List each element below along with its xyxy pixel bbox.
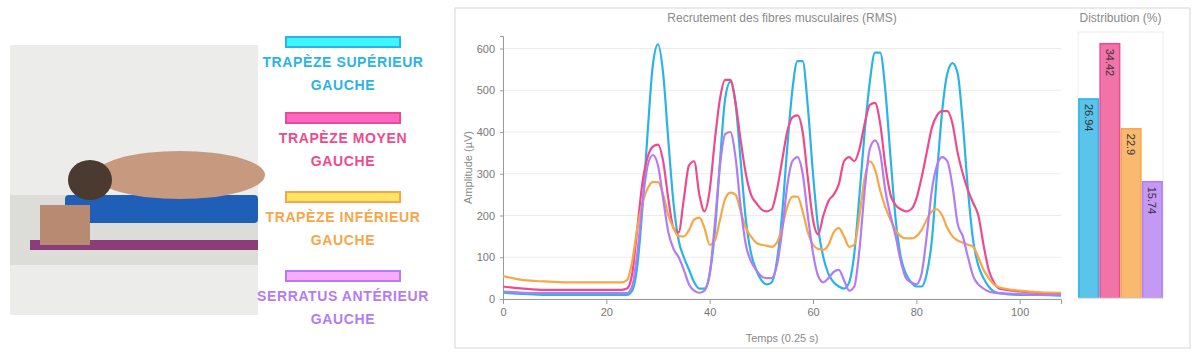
legend-swatch — [286, 37, 400, 47]
grid-line — [503, 90, 1061, 91]
tick: 60 — [807, 299, 819, 318]
tick-mark — [500, 299, 503, 300]
tick-label: 60 — [807, 306, 819, 318]
legend-item: TRAPÈZE MOYENGAUCHE — [279, 113, 407, 169]
data-label: 26.94 — [1083, 104, 1095, 132]
legend-label: TRAPÈZE MOYENGAUCHE — [279, 130, 407, 169]
axis-line — [1078, 298, 1163, 299]
legend-item: TRAPÈZE SUPÉRIEURGAUCHE — [262, 37, 423, 93]
bar — [1143, 182, 1163, 298]
tick-mark — [500, 174, 503, 175]
legend-swatch — [286, 271, 400, 281]
legend-swatch — [286, 113, 400, 123]
photo-wall — [10, 195, 258, 265]
chart-title: Recrutement des fibres musculaires (RMS) — [667, 11, 896, 25]
legend-label: SERRATUS ANTÉRIEURGAUCHE — [257, 288, 429, 327]
series-line — [503, 132, 1061, 295]
data-label: 34.42 — [1104, 49, 1116, 77]
legend: TRAPÈZE SUPÉRIEURGAUCHE TRAPÈZE MOYENGAUC… — [257, 37, 429, 327]
tick-label: 200 — [477, 210, 495, 222]
bar-chart: 26.94 34.42 22.9 15.74 Distribution (%) — [1078, 11, 1163, 298]
series-line — [503, 44, 1061, 295]
tick-label: 20 — [601, 306, 613, 318]
plot-area — [503, 44, 1061, 295]
plot-area — [1079, 44, 1162, 298]
photo — [10, 45, 265, 315]
y-axis-title: Amplitude (µV) — [462, 131, 474, 204]
photo-head — [68, 160, 112, 200]
tick: 500 — [477, 84, 503, 96]
plot-frame — [1078, 32, 1163, 298]
tick: 40 — [704, 299, 716, 318]
panel-frame — [455, 8, 1190, 348]
legend-label: TRAPÈZE SUPÉRIEURGAUCHE — [262, 54, 423, 93]
tick-label: 0 — [489, 293, 495, 305]
legend-swatch — [286, 192, 400, 202]
legend-item: TRAPÈZE INFÉRIEURGAUCHE — [266, 192, 421, 248]
bar — [1079, 99, 1099, 298]
tick: 20 — [601, 299, 613, 318]
tick-label: 80 — [911, 306, 923, 318]
data-label: 15.74 — [1146, 187, 1158, 215]
tick-label: 500 — [477, 84, 495, 96]
line-chart: 0 20 40 60 80 100 0 100 200 300 400 500 600 Recruteme… — [462, 11, 1062, 344]
bar — [1100, 44, 1120, 298]
photo-arm — [40, 205, 90, 245]
tick-label: 0 — [500, 306, 506, 318]
chart-title: Distribution (%) — [1079, 11, 1161, 25]
tick: 300 — [477, 168, 503, 180]
tick: 100 — [477, 251, 503, 263]
tick-mark — [606, 299, 607, 304]
tick-label: 300 — [477, 168, 495, 180]
series-line — [503, 80, 1061, 294]
grid-line — [503, 173, 1061, 174]
data-label: 22.9 — [1125, 134, 1137, 155]
axis-xticks: 0 20 40 60 80 100 — [500, 299, 1061, 318]
x-axis-title: Temps (0.25 s) — [746, 332, 819, 344]
bar — [1121, 129, 1141, 298]
axis-line — [504, 300, 1062, 305]
tick-label: 100 — [1011, 306, 1029, 318]
axis-yticks: 0 100 200 300 400 500 600 — [477, 37, 504, 306]
canvas: 0 20 40 60 80 100 0 100 200 300 400 500 600 Recruteme… — [0, 0, 1200, 361]
legend-item: SERRATUS ANTÉRIEURGAUCHE — [257, 271, 429, 327]
tick-mark — [813, 299, 814, 304]
tick: 0 — [489, 293, 503, 305]
tick: 0 — [500, 299, 506, 318]
axis-line — [500, 37, 504, 300]
tick-label: 100 — [477, 251, 495, 263]
tick-label: 400 — [477, 126, 495, 138]
tick: 200 — [477, 210, 503, 222]
grid-line — [503, 48, 1061, 49]
tick: 100 — [1011, 299, 1029, 318]
tick-mark — [500, 49, 503, 50]
tick-mark — [500, 90, 503, 91]
photo-body — [95, 151, 265, 199]
tick: 600 — [477, 43, 503, 55]
tick-mark — [500, 257, 503, 258]
legend-label: TRAPÈZE INFÉRIEURGAUCHE — [266, 209, 421, 248]
tick-label: 600 — [477, 43, 495, 55]
tick-mark — [500, 132, 503, 133]
tick-mark — [710, 299, 711, 304]
grid-line — [503, 132, 1061, 133]
tick-mark — [1020, 299, 1021, 304]
tick-label: 40 — [704, 306, 716, 318]
tick-mark — [500, 216, 503, 217]
tick-mark — [916, 299, 917, 304]
tick: 400 — [477, 126, 503, 138]
tick: 80 — [911, 299, 923, 318]
